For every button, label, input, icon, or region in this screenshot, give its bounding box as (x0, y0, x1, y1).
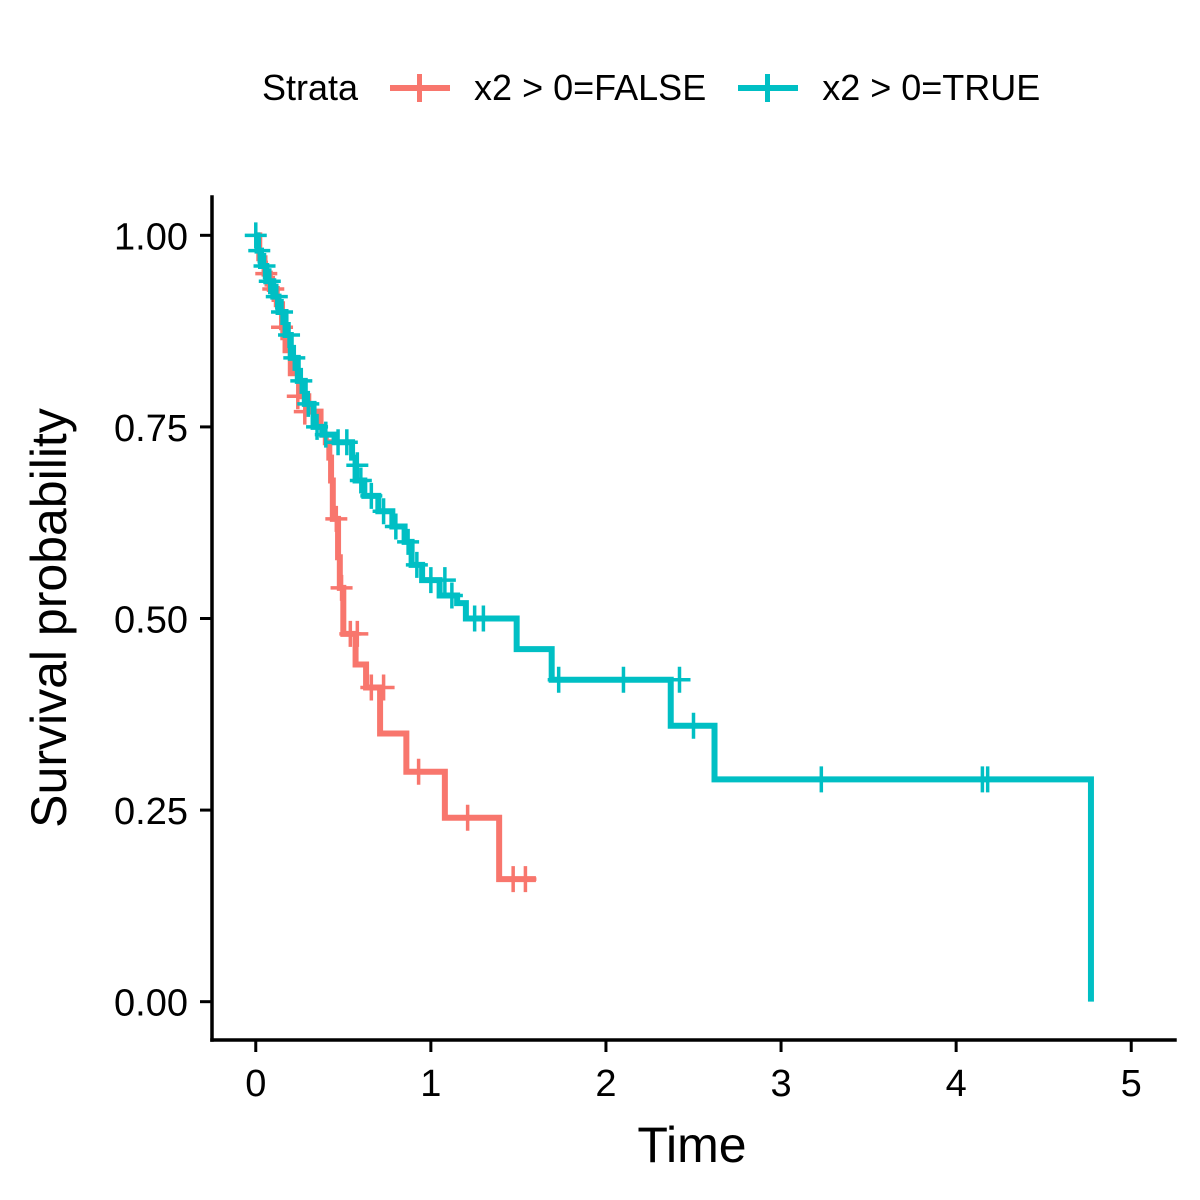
censor-mark (810, 766, 833, 793)
legend-title: Strata (262, 67, 359, 108)
x-tick-label: 5 (1121, 1063, 1142, 1105)
legend-entry-false: x2 > 0=FALSE (388, 66, 706, 110)
censor-mark (314, 421, 337, 448)
censor-mark (976, 766, 999, 793)
x-tick-label: 4 (946, 1063, 967, 1105)
censor-mark (668, 666, 691, 693)
censor-mark (360, 482, 383, 509)
axes: 0 1 2 3 4 5 0.00 0.25 0.50 0.75 1.00 (114, 195, 1177, 1105)
censor-mark (456, 804, 479, 831)
censor-mark (372, 674, 395, 701)
legend-key-false (388, 66, 452, 110)
y-tick-label: 0.00 (114, 983, 188, 1025)
censor-mark (405, 551, 428, 578)
censor-mark (290, 367, 313, 394)
x-tick-label: 0 (245, 1063, 266, 1105)
censor-mark (346, 452, 369, 479)
x-tick-label: 3 (770, 1063, 791, 1105)
censor-mark (407, 758, 430, 785)
censor-mark (440, 582, 463, 609)
y-axis-title: Survival probability (21, 408, 77, 828)
censor-mark (258, 268, 281, 295)
censor-mark (325, 505, 348, 532)
x-axis-title: Time (637, 1117, 746, 1173)
x-tick-label: 1 (420, 1063, 441, 1105)
y-tick-label: 0.75 (114, 408, 188, 450)
censor-mark (265, 283, 288, 310)
y-tick-label: 0.50 (114, 600, 188, 642)
legend: Strata x2 > 0=FALSE x2 > 0=TRUE (262, 66, 1070, 110)
censor-mark (297, 390, 320, 417)
survival-curve-1 (254, 232, 1094, 1002)
censor-mark (335, 429, 358, 456)
survival-curve-0 (255, 232, 536, 883)
censor-mark (372, 498, 395, 525)
legend-key-true (736, 66, 800, 110)
censor-mark (612, 666, 635, 693)
censor-mark (433, 567, 456, 594)
censor-mark (244, 222, 267, 249)
censor-mark (283, 344, 306, 371)
series-1 (244, 222, 1094, 1002)
y-tick-label: 0.25 (114, 791, 188, 833)
censor-mark (349, 467, 372, 494)
censor-mark (253, 252, 276, 279)
censor-mark (472, 605, 495, 632)
censor-mark (248, 237, 271, 264)
plot-area (244, 222, 1094, 1002)
censor-mark (514, 866, 537, 893)
censor-mark (346, 620, 369, 647)
censor-mark (547, 666, 570, 693)
censor-mark (682, 712, 705, 739)
censor-mark (384, 513, 407, 540)
y-tick-label: 1.00 (114, 216, 188, 258)
legend-entry-true: x2 > 0=TRUE (736, 66, 1040, 110)
censor-mark (278, 321, 301, 348)
legend-label-false: x2 > 0=FALSE (474, 67, 707, 108)
censor-mark (330, 574, 353, 601)
x-tick-label: 2 (595, 1063, 616, 1105)
legend-label-true: x2 > 0=TRUE (822, 67, 1041, 108)
censor-mark (397, 528, 420, 555)
censor-mark (271, 298, 294, 325)
